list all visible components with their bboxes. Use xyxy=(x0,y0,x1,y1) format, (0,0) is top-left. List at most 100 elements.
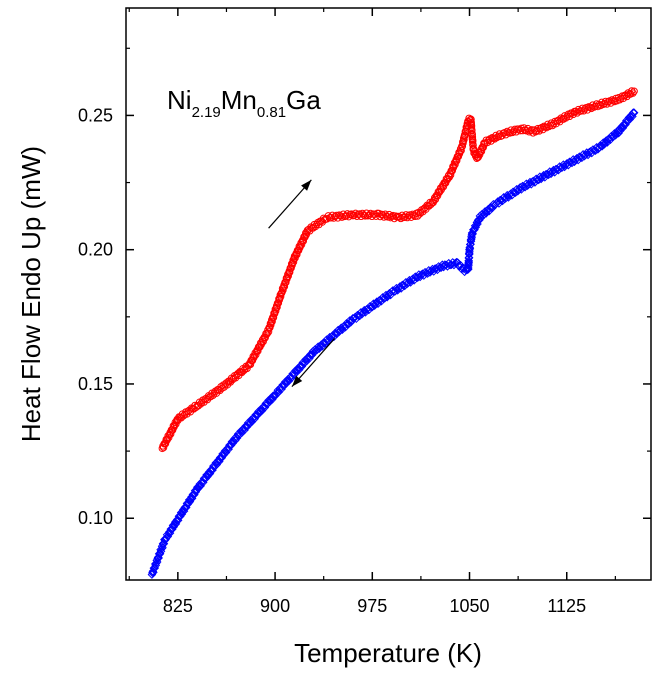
data-point xyxy=(168,521,178,530)
data-point xyxy=(551,164,561,174)
data-point xyxy=(152,556,162,565)
data-point xyxy=(465,245,474,254)
x-tick-label: 975 xyxy=(357,596,387,616)
data-point xyxy=(548,121,557,130)
arrows-layer xyxy=(268,179,336,388)
data-point xyxy=(439,182,448,191)
data-point xyxy=(436,187,444,196)
composition-mn: Mn xyxy=(221,85,257,115)
data-point xyxy=(477,147,486,156)
plot-area xyxy=(125,7,652,581)
y-tick-label: 0.20 xyxy=(78,240,113,260)
data-point xyxy=(381,290,391,300)
data-point xyxy=(167,430,175,438)
data-point xyxy=(252,350,260,359)
data-point xyxy=(502,190,512,200)
data-point xyxy=(159,443,168,452)
data-point xyxy=(269,313,278,322)
data-point xyxy=(286,268,294,276)
data-point xyxy=(261,334,269,342)
data-point xyxy=(250,352,259,360)
composition-ga: Ga xyxy=(286,85,321,115)
data-point xyxy=(273,303,281,311)
data-point xyxy=(279,286,287,294)
data-point xyxy=(469,136,477,145)
series-heating xyxy=(158,87,638,453)
data-point xyxy=(280,381,289,390)
data-point xyxy=(259,337,267,346)
data-point xyxy=(541,169,551,179)
data-point xyxy=(586,103,594,112)
data-point xyxy=(174,511,184,521)
data-point xyxy=(307,350,317,360)
data-point xyxy=(475,211,485,221)
plot-frame xyxy=(125,7,652,581)
y-tick-label: 0.25 xyxy=(78,105,113,125)
data-point xyxy=(148,568,157,578)
data-point xyxy=(150,559,160,569)
data-point xyxy=(291,254,299,262)
data-point xyxy=(446,171,455,179)
data-point xyxy=(282,278,290,287)
data-point xyxy=(163,435,172,443)
x-axis-title: Temperature (K) xyxy=(294,638,482,668)
data-point xyxy=(457,146,465,155)
data-point xyxy=(539,125,547,134)
data-point xyxy=(467,122,476,130)
data-point xyxy=(190,486,200,495)
data-point xyxy=(431,195,440,204)
data-point xyxy=(166,524,176,534)
data-point xyxy=(467,231,476,241)
data-point xyxy=(591,146,600,155)
data-point xyxy=(280,282,289,291)
data-point xyxy=(479,143,487,152)
arrow-cooling xyxy=(291,337,336,388)
series-cooling xyxy=(147,108,639,579)
data-point xyxy=(453,157,461,165)
data-point xyxy=(253,410,262,420)
series-layer xyxy=(147,87,639,579)
data-point xyxy=(148,566,158,576)
x-tick-label: 1050 xyxy=(449,596,489,616)
composition-label: Ni2.19Mn0.81Ga xyxy=(167,85,321,121)
axis-ticks xyxy=(126,8,651,580)
data-point xyxy=(468,126,476,134)
data-point xyxy=(160,535,169,544)
data-point xyxy=(243,418,253,428)
data-point xyxy=(276,292,285,301)
data-point xyxy=(268,317,276,326)
data-point xyxy=(299,237,308,245)
data-point xyxy=(420,267,430,277)
x-tick-label: 1125 xyxy=(547,596,586,616)
data-point xyxy=(460,136,468,144)
data-point xyxy=(227,437,237,446)
data-point xyxy=(274,299,283,307)
composition-mn-subscript: 0.81 xyxy=(257,104,286,121)
composition-ni-subscript: 2.19 xyxy=(192,104,221,121)
data-point xyxy=(511,188,520,198)
data-point xyxy=(184,495,194,505)
x-tick-label: 825 xyxy=(163,596,193,616)
data-point xyxy=(161,439,170,448)
y-tick-label: 0.10 xyxy=(78,508,113,528)
data-point xyxy=(392,283,401,293)
data-point xyxy=(211,458,221,468)
data-point xyxy=(535,172,545,182)
data-point xyxy=(246,360,255,369)
data-point xyxy=(534,175,543,185)
data-point xyxy=(616,96,624,104)
x-tick-label: 900 xyxy=(260,596,290,616)
data-point xyxy=(297,240,306,249)
y-tick-label: 0.15 xyxy=(78,374,113,394)
data-point xyxy=(472,218,482,227)
data-point xyxy=(405,275,414,285)
data-point xyxy=(430,264,440,273)
data-point xyxy=(179,412,188,420)
x-tick-labels: 825 900 975 1050 1125 xyxy=(163,596,586,616)
data-point xyxy=(304,225,313,234)
data-point xyxy=(172,420,180,428)
data-point xyxy=(289,258,298,266)
data-point xyxy=(170,517,180,527)
data-point xyxy=(233,429,243,439)
data-point xyxy=(170,421,179,430)
